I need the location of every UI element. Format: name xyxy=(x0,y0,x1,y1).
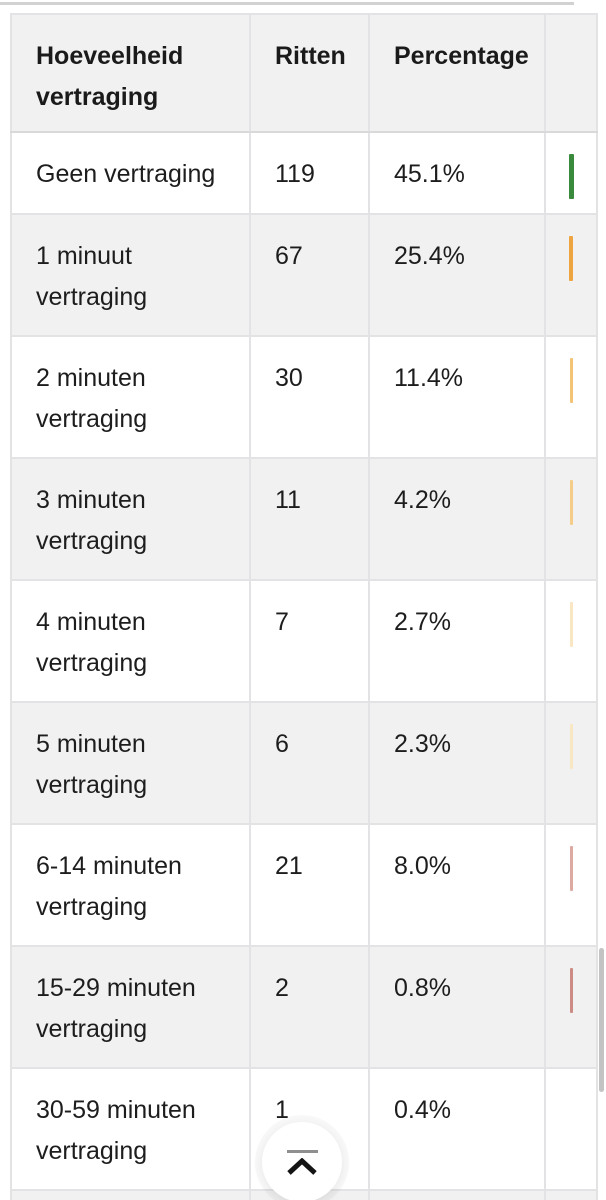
cell-percentage: 0.4% xyxy=(368,1067,546,1191)
delay-tick-bar xyxy=(569,602,573,647)
cell-bar xyxy=(544,823,598,947)
cell-bar xyxy=(544,335,598,459)
table-row: 15-29 minuten vertraging 2 0.8% xyxy=(10,945,598,1069)
header-delay-amount: Hoeveelheid vertraging xyxy=(10,13,251,133)
scroll-to-top-button[interactable] xyxy=(262,1122,342,1200)
cell-rides: 67 xyxy=(249,213,370,337)
cell-delay-amount: 5 minuten vertraging xyxy=(10,701,251,825)
table-row: 5 minuten vertraging 6 2.3% xyxy=(10,701,598,825)
delay-tick-bar xyxy=(569,724,573,769)
cell-percentage: 2.3% xyxy=(368,701,546,825)
table-row: 6-14 minuten vertraging 21 8.0% xyxy=(10,823,598,947)
cell-rides: 21 xyxy=(249,823,370,947)
cell-bar xyxy=(544,457,598,581)
delay-frequency-table: Hoeveelheid vertraging Ritten Percentage… xyxy=(10,13,598,1200)
cell-delay-amount: 2 minuten vertraging xyxy=(10,335,251,459)
cell-bar xyxy=(544,701,598,825)
scrollbar-thumb[interactable] xyxy=(599,948,604,1092)
header-bar-column xyxy=(544,13,598,133)
cell-percentage: 11.4% xyxy=(368,335,546,459)
cell-percentage: 2.7% xyxy=(368,579,546,703)
cell-bar xyxy=(544,945,598,1069)
delay-tick-bar xyxy=(569,968,573,1013)
cell-bar xyxy=(544,131,598,215)
table-body: Geen vertraging 119 45.1% 1 minuut vertragi… xyxy=(10,131,598,1200)
delay-tick-bar xyxy=(568,154,574,199)
table-row: 2 minuten vertraging 30 11.4% xyxy=(10,335,598,459)
cell-delay-amount: 3 minuten vertraging xyxy=(10,457,251,581)
table-row: Geen vertraging 119 45.1% xyxy=(10,131,598,215)
table-header-row: Hoeveelheid vertraging Ritten Percentage xyxy=(10,13,598,133)
header-percentage: Percentage xyxy=(368,13,546,133)
cell-rides: 7 xyxy=(249,579,370,703)
table-row: 30-59 minuten vertraging 1 0.4% xyxy=(10,1067,598,1191)
cell-bar xyxy=(544,579,598,703)
delay-tick-bar xyxy=(569,236,573,281)
delay-tick-bar xyxy=(569,846,573,891)
delay-tick-bar xyxy=(569,358,573,403)
page-top-divider xyxy=(0,2,574,5)
delay-tick-bar xyxy=(569,480,573,525)
cell-partial xyxy=(10,1189,251,1200)
table-row: 3 minuten vertraging 11 4.2% xyxy=(10,457,598,581)
table-row: 4 minuten vertraging 7 2.7% xyxy=(10,579,598,703)
cell-percentage: 8.0% xyxy=(368,823,546,947)
cell-delay-amount: 1 minuut vertraging xyxy=(10,213,251,337)
table-row: 1 minuut vertraging 67 25.4% xyxy=(10,213,598,337)
cell-partial xyxy=(368,1189,546,1200)
header-rides: Ritten xyxy=(249,13,370,133)
scroll-top-line-icon xyxy=(286,1149,318,1153)
chevron-up-icon xyxy=(287,1157,317,1175)
cell-percentage: 25.4% xyxy=(368,213,546,337)
cell-rides: 2 xyxy=(249,945,370,1069)
cell-percentage: 0.8% xyxy=(368,945,546,1069)
cell-bar xyxy=(544,213,598,337)
cell-delay-amount: 4 minuten vertraging xyxy=(10,579,251,703)
cell-rides: 11 xyxy=(249,457,370,581)
cell-rides: 6 xyxy=(249,701,370,825)
cell-bar xyxy=(544,1067,598,1191)
cell-delay-amount: 6-14 minuten vertraging xyxy=(10,823,251,947)
cell-partial xyxy=(544,1189,598,1200)
cell-delay-amount: Geen vertraging xyxy=(10,131,251,215)
cell-delay-amount: 15-29 minuten vertraging xyxy=(10,945,251,1069)
cell-delay-amount: 30-59 minuten vertraging xyxy=(10,1067,251,1191)
cell-rides: 119 xyxy=(249,131,370,215)
cell-percentage: 45.1% xyxy=(368,131,546,215)
cell-percentage: 4.2% xyxy=(368,457,546,581)
cell-rides: 30 xyxy=(249,335,370,459)
